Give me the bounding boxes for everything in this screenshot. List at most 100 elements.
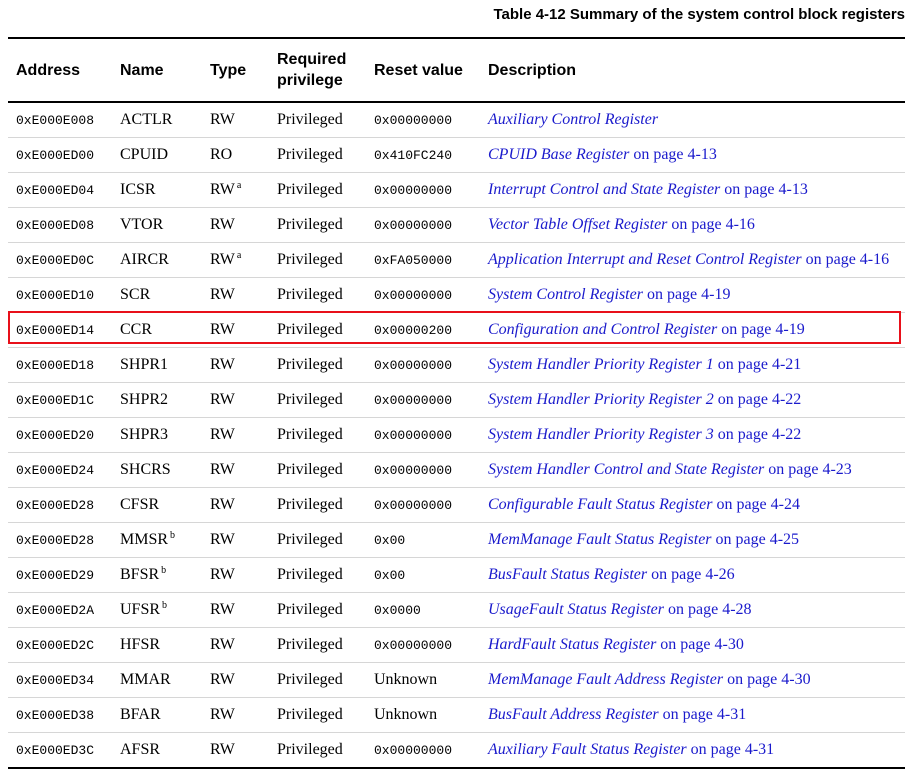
register-type: RW (210, 286, 235, 303)
table-row: 0xE000ED38 BFAR RW Privileged Unknown BusFaul… (8, 698, 905, 733)
page-reference-link[interactable]: on page 4-16 (805, 251, 890, 268)
table-caption: Table 4-12 Summary of the system control… (493, 6, 905, 23)
register-link[interactable]: Auxiliary Fault Status Register (488, 741, 687, 758)
cell-address: 0xE000ED20 (16, 427, 95, 443)
cell-name: SHPR3 (120, 418, 168, 452)
cell-description: System Handler Priority Register 3 on pag… (488, 418, 801, 452)
page-reference-link[interactable]: on page 4-31 (662, 706, 747, 723)
page-reference-link[interactable]: on page 4-21 (717, 356, 802, 373)
page-reference-link[interactable]: on page 4-23 (768, 461, 852, 478)
page-reference-link[interactable]: on page 4-28 (667, 601, 752, 618)
cell-name: ICSR (120, 173, 156, 207)
cell-address: 0xE000ED00 (16, 147, 95, 163)
register-type: RW (210, 636, 235, 653)
page-reference-link[interactable]: on page 4-31 (690, 741, 775, 758)
footnote-marker: a (236, 179, 242, 191)
page-reference-link[interactable]: on page 4-26 (651, 566, 735, 583)
table-row: 0xE000ED14 CCR RW Privileged 0x00000200 Confi… (8, 313, 905, 348)
register-name: SHPR2 (120, 391, 169, 408)
register-link[interactable]: BusFault Address Register (488, 706, 659, 723)
register-link[interactable]: BusFault Status Register (488, 566, 648, 583)
register-type: RW (210, 391, 235, 408)
cell-address: 0xE000ED28 (16, 497, 95, 513)
register-name: ICSR (120, 181, 156, 198)
cell-privilege: Privileged (277, 146, 343, 163)
cell-privilege: Privileged (277, 251, 343, 268)
cell-description: Configuration and Control Register on pag… (488, 313, 805, 347)
cell-type: RW (210, 663, 235, 697)
cell-description: Application Interrupt and Reset Control … (488, 243, 889, 277)
register-name: ACTLR (120, 111, 173, 128)
register-link[interactable]: UsageFault Status Register (488, 601, 664, 618)
cell-description: Configurable Fault Status Register on pag… (488, 488, 800, 522)
cell-type: RW a (210, 173, 241, 207)
page-reference-link[interactable]: on page 4-22 (717, 426, 802, 443)
cell-name: CPUID (120, 138, 168, 172)
cell-name: BFSR b (120, 558, 166, 592)
page-reference-link[interactable]: on page 4-24 (716, 496, 800, 513)
table-row: 0xE000E008 ACTLR RW Privileged 0x00000000 Aux… (8, 103, 905, 138)
register-link[interactable]: Configuration and Control Register (488, 321, 718, 338)
register-link[interactable]: HardFault Status Register (488, 636, 657, 653)
register-link[interactable]: MemManage Fault Address Register (488, 671, 724, 688)
register-link[interactable]: Auxiliary Control Register (488, 111, 659, 128)
table-row: 0xE000ED24 SHCRS RW Privileged 0x00000000 Sys… (8, 453, 905, 488)
cell-type: RW (210, 348, 235, 382)
cell-name: MMSR b (120, 523, 175, 557)
cell-name: HFSR (120, 628, 160, 662)
cell-privilege: Privileged (277, 496, 343, 513)
cell-description: Auxiliary Control Register (488, 103, 658, 137)
register-link[interactable]: System Handler Priority Register 2 (488, 391, 714, 408)
table-row: 0xE000ED2A UFSR b RW Privileged 0x0000 UsageFa… (8, 593, 905, 628)
register-link[interactable]: Vector Table Offset Register (488, 216, 668, 233)
cell-privilege: Privileged (277, 706, 343, 723)
register-type: RW (210, 356, 235, 373)
cell-name: CFSR (120, 488, 159, 522)
register-link[interactable]: Application Interrupt and Reset Control … (488, 251, 802, 268)
page-reference-link[interactable]: on page 4-30 (727, 671, 811, 688)
cell-type: RW (210, 733, 235, 767)
table-header: Address Name Type Required privilege Res… (8, 39, 905, 103)
cell-name: UFSR b (120, 593, 167, 627)
table-row: 0xE000ED08 VTOR RW Privileged 0x00000000 Vect… (8, 208, 905, 243)
page-reference-link[interactable]: on page 4-13 (724, 181, 808, 198)
register-link[interactable]: System Handler Priority Register 3 (488, 426, 714, 443)
page-reference-link[interactable]: on page 4-19 (721, 321, 805, 338)
register-name: MMAR (120, 671, 171, 688)
page-reference-link[interactable]: on page 4-30 (660, 636, 744, 653)
register-link[interactable]: MemManage Fault Status Register (488, 531, 712, 548)
cell-reset-value: 0x00000000 (374, 637, 453, 653)
cell-description: System Handler Priority Register 1 on pag… (488, 348, 801, 382)
header-type: Type (210, 61, 247, 79)
register-link[interactable]: System Control Register (488, 286, 643, 303)
cell-reset-value: 0x410FC240 (374, 147, 453, 163)
register-type: RW (210, 671, 235, 688)
cell-reset-value: 0x00000000 (374, 112, 453, 128)
table-row: 0xE000ED28 MMSR b RW Privileged 0x00 MemManage… (8, 523, 905, 558)
register-type: RW (210, 531, 235, 548)
register-name: SHPR1 (120, 356, 169, 373)
page-reference-link[interactable]: on page 4-22 (717, 391, 802, 408)
footnote-marker: b (162, 599, 168, 611)
register-link[interactable]: System Handler Priority Register 1 (488, 356, 714, 373)
register-link[interactable]: CPUID Base Register (488, 146, 630, 163)
page-reference-link[interactable]: on page 4-13 (633, 146, 717, 163)
cell-privilege: Privileged (277, 531, 343, 548)
cell-reset-value: 0x00 (374, 567, 406, 583)
page-reference-link[interactable]: on page 4-19 (646, 286, 731, 303)
header-address: Address (16, 61, 81, 79)
cell-address: 0xE000ED2C (16, 637, 95, 653)
cell-type: RW (210, 453, 235, 487)
register-link[interactable]: Configurable Fault Status Register (488, 496, 713, 513)
cell-address: 0xE000ED10 (16, 287, 95, 303)
cell-type: RW (210, 278, 235, 312)
register-name: SHCRS (120, 461, 171, 478)
cell-reset-value: 0x00000000 (374, 182, 453, 198)
page-reference-link[interactable]: on page 4-25 (715, 531, 800, 548)
table-row: 0xE000ED04 ICSR RW a Privileged 0x00000000 Int… (8, 173, 905, 208)
register-link[interactable]: System Handler Control and State Registe… (488, 461, 765, 478)
cell-description: UsageFault Status Register on page 4-28 (488, 593, 752, 627)
register-link[interactable]: Interrupt Control and State Register (488, 181, 721, 198)
page-reference-link[interactable]: on page 4-16 (671, 216, 755, 233)
cell-address: 0xE000ED29 (16, 567, 95, 583)
